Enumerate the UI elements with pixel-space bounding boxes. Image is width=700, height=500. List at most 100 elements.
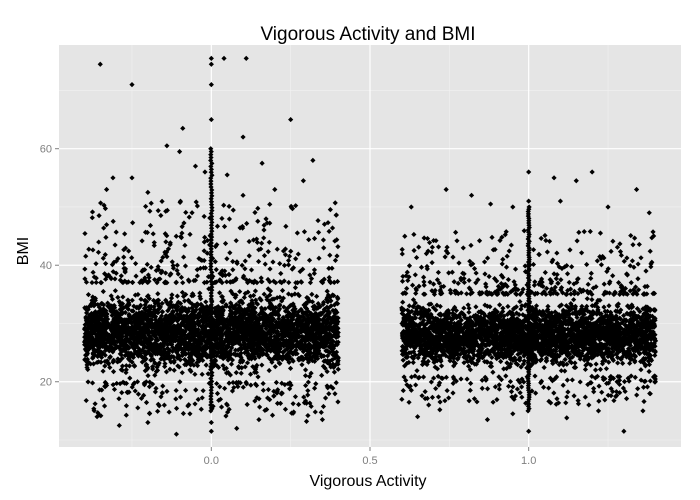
point-group-0-core-point	[183, 291, 189, 298]
point-group-0-core-point	[310, 335, 316, 341]
point-group-0-fringe-point	[89, 279, 95, 286]
point-group-0-core-point	[92, 309, 98, 315]
point-group-0-core-point	[133, 331, 139, 337]
point-group-0-core-point	[162, 360, 168, 367]
point-group-0-core-point	[303, 355, 309, 361]
point-group-0-fringe-point	[192, 401, 198, 407]
point-group-0-core-point	[159, 332, 165, 339]
point-group-0-core-point	[290, 339, 296, 345]
point-group-0-core-point	[296, 357, 302, 363]
point-group-1-core-point	[621, 312, 627, 319]
point-group-0-core-point	[303, 352, 310, 358]
point-group-0-core-point	[264, 322, 270, 328]
point-group-0-core-point	[298, 324, 304, 330]
point-group-0-core-point	[215, 336, 221, 342]
point-group-0-outlier-point	[319, 417, 325, 423]
point-group-0-core-point	[235, 339, 241, 345]
point-group-0-fringe-point	[226, 216, 233, 222]
point-group-1-core-point	[563, 308, 569, 315]
point-group-0-fringe-point	[321, 221, 328, 227]
point-group-1-core-point	[508, 348, 514, 355]
point-group-0-core-point	[168, 324, 174, 330]
point-group-0-fringe-point	[129, 384, 135, 390]
point-group-0-core-point	[122, 352, 128, 359]
point-group-0-core-point	[188, 325, 194, 331]
point-group-0-core-point	[329, 357, 335, 363]
point-group-0-core-point	[126, 338, 132, 344]
point-group-0-core-point	[123, 328, 129, 334]
point-group-0-fringe-point	[159, 198, 165, 204]
point-group-0-core-point	[237, 345, 244, 351]
point-group-0-fringe-point	[200, 265, 207, 271]
point-group-0-outlier-point	[192, 163, 199, 169]
point-group-0-core-point	[119, 355, 125, 361]
point-group-0-core-point	[110, 369, 117, 375]
point-group-0-core-point	[311, 303, 318, 309]
point-group-0-fringe-point	[120, 379, 126, 385]
point-group-0-core-point	[121, 347, 127, 354]
point-group-0-core-point	[319, 339, 326, 345]
point-group-0-core-point	[329, 338, 336, 344]
point-group-0-fringe-point	[282, 246, 289, 252]
point-group-0-core-point	[326, 349, 332, 355]
point-group-0-core-point	[245, 350, 251, 356]
point-group-0-core-point	[214, 332, 220, 338]
point-group-0-fringe-point	[226, 271, 232, 277]
point-group-1-core-point	[597, 366, 604, 373]
point-group-0-core-point	[174, 342, 180, 349]
point-group-0-outlier-point	[256, 417, 262, 423]
point-group-0-fringe-point	[199, 395, 205, 401]
point-group-0-fringe-point	[223, 413, 229, 419]
point-group-0-fringe-point	[194, 273, 201, 279]
point-group-1-core-point	[634, 338, 641, 345]
point-group-0-core-point	[268, 301, 274, 307]
point-group-0-core-point	[262, 306, 268, 312]
point-group-0-core-point	[172, 338, 179, 344]
point-group-0-outlier-point	[234, 425, 240, 431]
point-group-0-core-point	[251, 322, 257, 328]
point-group-0-fringe-point	[111, 259, 117, 265]
point-group-0-core-point	[178, 308, 184, 315]
point-group-0-core-point	[86, 338, 92, 345]
point-group-1-core-point	[542, 315, 549, 321]
point-group-0-fringe-point	[230, 278, 237, 284]
point-group-0-core-point	[189, 316, 196, 323]
point-group-0-core-point	[89, 331, 95, 337]
point-group-0-core-point	[167, 366, 173, 372]
point-group-0-core-point	[256, 354, 262, 360]
point-group-0-fringe-point	[301, 229, 308, 235]
point-group-0-core-point	[136, 337, 142, 343]
point-group-0-core-point	[86, 324, 92, 330]
point-group-0-core-point	[104, 358, 110, 364]
point-group-0-core-point	[281, 331, 288, 337]
point-group-0-fringe-point	[305, 412, 311, 419]
point-group-0-core-point	[197, 355, 203, 361]
point-group-0-fringe-point	[173, 280, 179, 286]
point-group-0-core-point	[220, 362, 226, 369]
point-group-0-core-point	[92, 297, 98, 303]
point-group-0-core-point	[105, 316, 111, 322]
point-group-0-fringe-point	[281, 262, 288, 268]
point-group-0-core-point	[155, 342, 161, 348]
point-group-0-core-point	[311, 350, 317, 356]
point-group-0-core-point	[218, 336, 224, 342]
point-group-0-core-point	[286, 355, 292, 361]
point-group-0-core-point	[123, 367, 129, 373]
point-group-0-fringe-point	[126, 248, 132, 254]
point-group-0-core-point	[123, 369, 129, 376]
point-group-0-core-point	[309, 324, 316, 331]
point-group-0-fringe-point	[291, 409, 297, 415]
point-group-0-core-point	[283, 341, 289, 348]
point-group-0-outlier-point	[208, 61, 214, 67]
point-group-0-core-point	[269, 359, 275, 365]
point-group-0-core-point	[220, 341, 226, 347]
point-group-0-fringe-point	[274, 400, 281, 406]
point-group-0-fringe-point	[307, 272, 313, 278]
point-group-0-core-point	[188, 329, 195, 335]
point-group-0-core-point	[193, 304, 200, 310]
point-group-0-core-point	[238, 328, 244, 335]
point-group-0-fringe-point	[214, 380, 220, 387]
point-group-0-fringe-point	[286, 279, 292, 286]
point-group-0-core-point	[143, 321, 149, 328]
point-group-0-fringe-point	[147, 208, 153, 214]
